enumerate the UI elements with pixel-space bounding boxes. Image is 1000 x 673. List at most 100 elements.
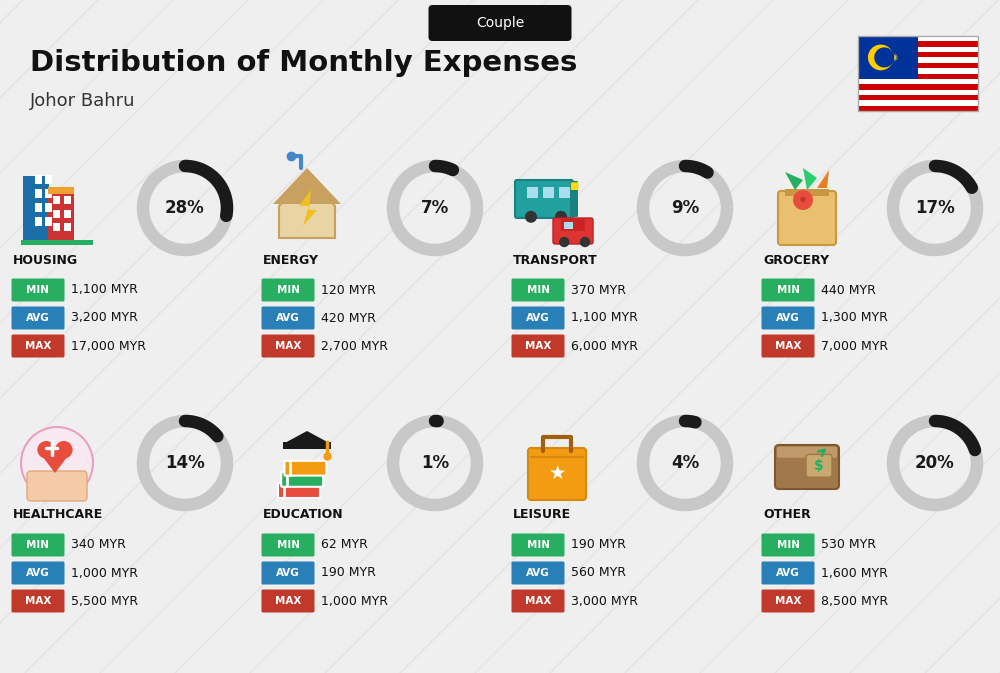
Text: TRANSPORT: TRANSPORT: [513, 254, 598, 267]
Text: AVG: AVG: [276, 313, 300, 323]
FancyBboxPatch shape: [53, 223, 60, 232]
Polygon shape: [299, 190, 317, 226]
FancyBboxPatch shape: [23, 176, 49, 244]
Text: 340 MYR: 340 MYR: [71, 538, 126, 551]
Text: ■: ■: [569, 181, 578, 191]
Text: MIN: MIN: [276, 285, 300, 295]
Text: MIN: MIN: [276, 540, 300, 550]
FancyBboxPatch shape: [512, 590, 564, 612]
FancyBboxPatch shape: [785, 189, 829, 196]
FancyBboxPatch shape: [27, 471, 87, 501]
Circle shape: [37, 441, 55, 458]
FancyBboxPatch shape: [858, 68, 978, 73]
Text: 420 MYR: 420 MYR: [321, 312, 376, 324]
Text: AVG: AVG: [526, 313, 550, 323]
FancyBboxPatch shape: [284, 461, 326, 476]
FancyBboxPatch shape: [778, 191, 836, 245]
FancyBboxPatch shape: [35, 203, 42, 212]
Polygon shape: [37, 450, 73, 473]
FancyBboxPatch shape: [64, 210, 71, 218]
FancyBboxPatch shape: [45, 189, 52, 198]
Text: ●: ●: [800, 197, 806, 202]
Text: 1,600 MYR: 1,600 MYR: [821, 567, 888, 579]
FancyBboxPatch shape: [64, 196, 71, 204]
Polygon shape: [874, 47, 894, 67]
Text: 28%: 28%: [165, 199, 205, 217]
FancyBboxPatch shape: [762, 590, 814, 612]
Text: $: $: [814, 459, 824, 473]
FancyBboxPatch shape: [806, 454, 832, 477]
Polygon shape: [273, 168, 341, 204]
Polygon shape: [803, 168, 817, 190]
Text: Distribution of Monthly Expenses: Distribution of Monthly Expenses: [30, 49, 577, 77]
Text: LEISURE: LEISURE: [513, 509, 571, 522]
Text: 8,500 MYR: 8,500 MYR: [821, 594, 888, 608]
Text: 3,200 MYR: 3,200 MYR: [71, 312, 138, 324]
Polygon shape: [287, 431, 327, 449]
Text: 7,000 MYR: 7,000 MYR: [821, 339, 888, 353]
FancyBboxPatch shape: [45, 203, 52, 212]
FancyBboxPatch shape: [11, 590, 64, 612]
FancyBboxPatch shape: [762, 561, 814, 584]
FancyBboxPatch shape: [283, 441, 331, 449]
FancyBboxPatch shape: [262, 279, 314, 302]
Text: 1,300 MYR: 1,300 MYR: [821, 312, 888, 324]
Text: 1,000 MYR: 1,000 MYR: [71, 567, 138, 579]
Circle shape: [793, 190, 813, 210]
Polygon shape: [279, 176, 335, 238]
FancyBboxPatch shape: [762, 334, 814, 357]
Text: 14%: 14%: [165, 454, 205, 472]
FancyBboxPatch shape: [762, 306, 814, 330]
Text: 1,100 MYR: 1,100 MYR: [571, 312, 638, 324]
FancyBboxPatch shape: [262, 306, 314, 330]
Text: 120 MYR: 120 MYR: [321, 283, 376, 297]
Polygon shape: [889, 52, 898, 63]
Text: 17%: 17%: [915, 199, 955, 217]
Text: MAX: MAX: [25, 596, 51, 606]
Text: EDUCATION: EDUCATION: [263, 509, 344, 522]
Text: MIN: MIN: [526, 540, 550, 550]
FancyBboxPatch shape: [561, 219, 585, 231]
Circle shape: [55, 441, 73, 458]
Text: MAX: MAX: [525, 341, 551, 351]
FancyBboxPatch shape: [262, 590, 314, 612]
FancyBboxPatch shape: [858, 95, 978, 100]
Circle shape: [21, 427, 93, 499]
Text: MIN: MIN: [776, 540, 800, 550]
FancyBboxPatch shape: [262, 561, 314, 584]
Text: 370 MYR: 370 MYR: [571, 283, 626, 297]
Polygon shape: [817, 170, 829, 188]
Text: 1%: 1%: [421, 454, 449, 472]
FancyBboxPatch shape: [11, 334, 64, 357]
Text: 6,000 MYR: 6,000 MYR: [571, 339, 638, 353]
Text: MAX: MAX: [275, 341, 301, 351]
FancyBboxPatch shape: [21, 240, 93, 245]
FancyBboxPatch shape: [515, 180, 573, 218]
FancyBboxPatch shape: [35, 189, 42, 198]
FancyBboxPatch shape: [281, 472, 323, 487]
FancyBboxPatch shape: [528, 448, 586, 500]
FancyBboxPatch shape: [512, 561, 564, 584]
FancyBboxPatch shape: [48, 194, 74, 244]
Text: 4%: 4%: [671, 454, 699, 472]
FancyBboxPatch shape: [11, 534, 64, 557]
FancyBboxPatch shape: [858, 52, 978, 57]
Circle shape: [525, 211, 537, 223]
FancyBboxPatch shape: [11, 279, 64, 302]
Text: 190 MYR: 190 MYR: [571, 538, 626, 551]
Text: 7%: 7%: [421, 199, 449, 217]
Text: 9%: 9%: [671, 199, 699, 217]
Text: MIN: MIN: [26, 285, 49, 295]
FancyBboxPatch shape: [559, 187, 570, 198]
Text: MAX: MAX: [275, 596, 301, 606]
FancyBboxPatch shape: [858, 41, 978, 46]
FancyBboxPatch shape: [428, 5, 572, 41]
Circle shape: [559, 237, 569, 247]
FancyBboxPatch shape: [45, 175, 52, 184]
FancyBboxPatch shape: [858, 46, 978, 52]
FancyBboxPatch shape: [53, 210, 60, 218]
Text: 5,500 MYR: 5,500 MYR: [71, 594, 138, 608]
FancyBboxPatch shape: [543, 187, 554, 198]
Text: AVG: AVG: [26, 313, 50, 323]
FancyBboxPatch shape: [35, 217, 42, 226]
